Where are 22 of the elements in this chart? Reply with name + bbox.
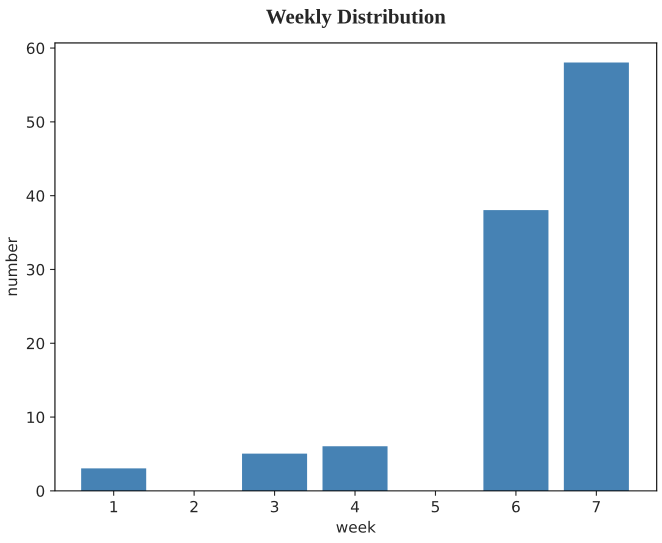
x-tick-label: 5 bbox=[432, 501, 439, 512]
x-tick-label: 3 bbox=[270, 500, 278, 512]
y-tick-label: 40 bbox=[26, 190, 44, 202]
y-axis-title: number bbox=[5, 237, 18, 296]
x-tick-label: 6 bbox=[512, 500, 520, 512]
bar bbox=[564, 62, 629, 491]
y-tick-label: 0 bbox=[36, 485, 44, 497]
x-tick-label: 1 bbox=[110, 501, 118, 512]
x-tick-label: 2 bbox=[190, 500, 198, 512]
y-tick-label: 10 bbox=[27, 412, 44, 424]
x-tick-label: 7 bbox=[592, 501, 600, 512]
y-tick-label: 60 bbox=[26, 42, 44, 54]
x-tick-label: 4 bbox=[350, 501, 360, 512]
y-tick-label: 50 bbox=[26, 116, 44, 128]
bar bbox=[483, 210, 548, 491]
chart-title: Weekly Distribution bbox=[266, 8, 446, 28]
y-tick-label: 30 bbox=[26, 264, 44, 276]
bar bbox=[322, 446, 388, 491]
y-tick-label: 20 bbox=[26, 338, 44, 350]
bar bbox=[81, 468, 146, 491]
x-axis-title: week bbox=[336, 520, 376, 533]
bar bbox=[242, 454, 308, 491]
